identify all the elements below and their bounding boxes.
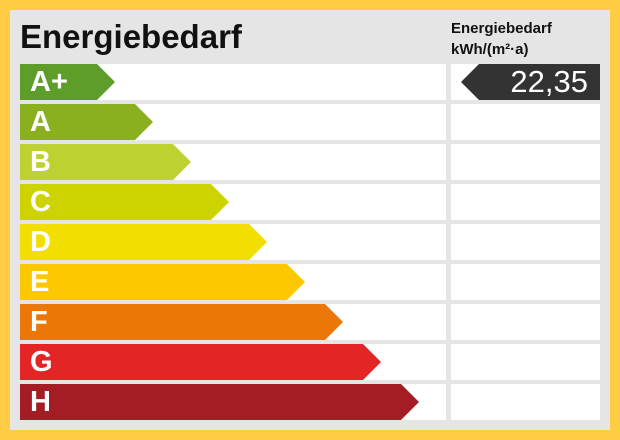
class-row: F [20,304,446,340]
label-title: Energiebedarf [20,18,242,55]
class-row: A+ [20,64,446,100]
class-arrow: A [20,104,153,140]
class-row: H [20,384,446,420]
column-header-line1: Energiebedarf [451,20,552,37]
class-row: B [20,144,446,180]
class-arrow: E [20,264,305,300]
class-row: A [20,104,446,140]
class-arrow: D [20,224,267,260]
class-arrow: F [20,304,343,340]
value-cell [451,144,600,180]
class-arrow: C [20,184,229,220]
class-arrow: B [20,144,191,180]
value-cell [451,384,600,420]
value-cell [451,184,600,220]
column-header-line2: kWh/(m²·a) [451,41,529,58]
class-row: G [20,344,446,380]
value-marker: 22,35 [461,64,600,100]
value-cell [451,304,600,340]
value-cell [451,104,600,140]
value-cell [451,344,600,380]
class-row: E [20,264,446,300]
class-arrow: A+ [20,64,115,100]
class-row: C [20,184,446,220]
value-cell: 22,35 [451,64,600,100]
value-cell [451,264,600,300]
class-arrow: H [20,384,419,420]
class-row: D [20,224,446,260]
column-header: Energiebedarf kWh/(m²·a) [451,18,552,60]
class-arrow: G [20,344,381,380]
value-cell [451,224,600,260]
